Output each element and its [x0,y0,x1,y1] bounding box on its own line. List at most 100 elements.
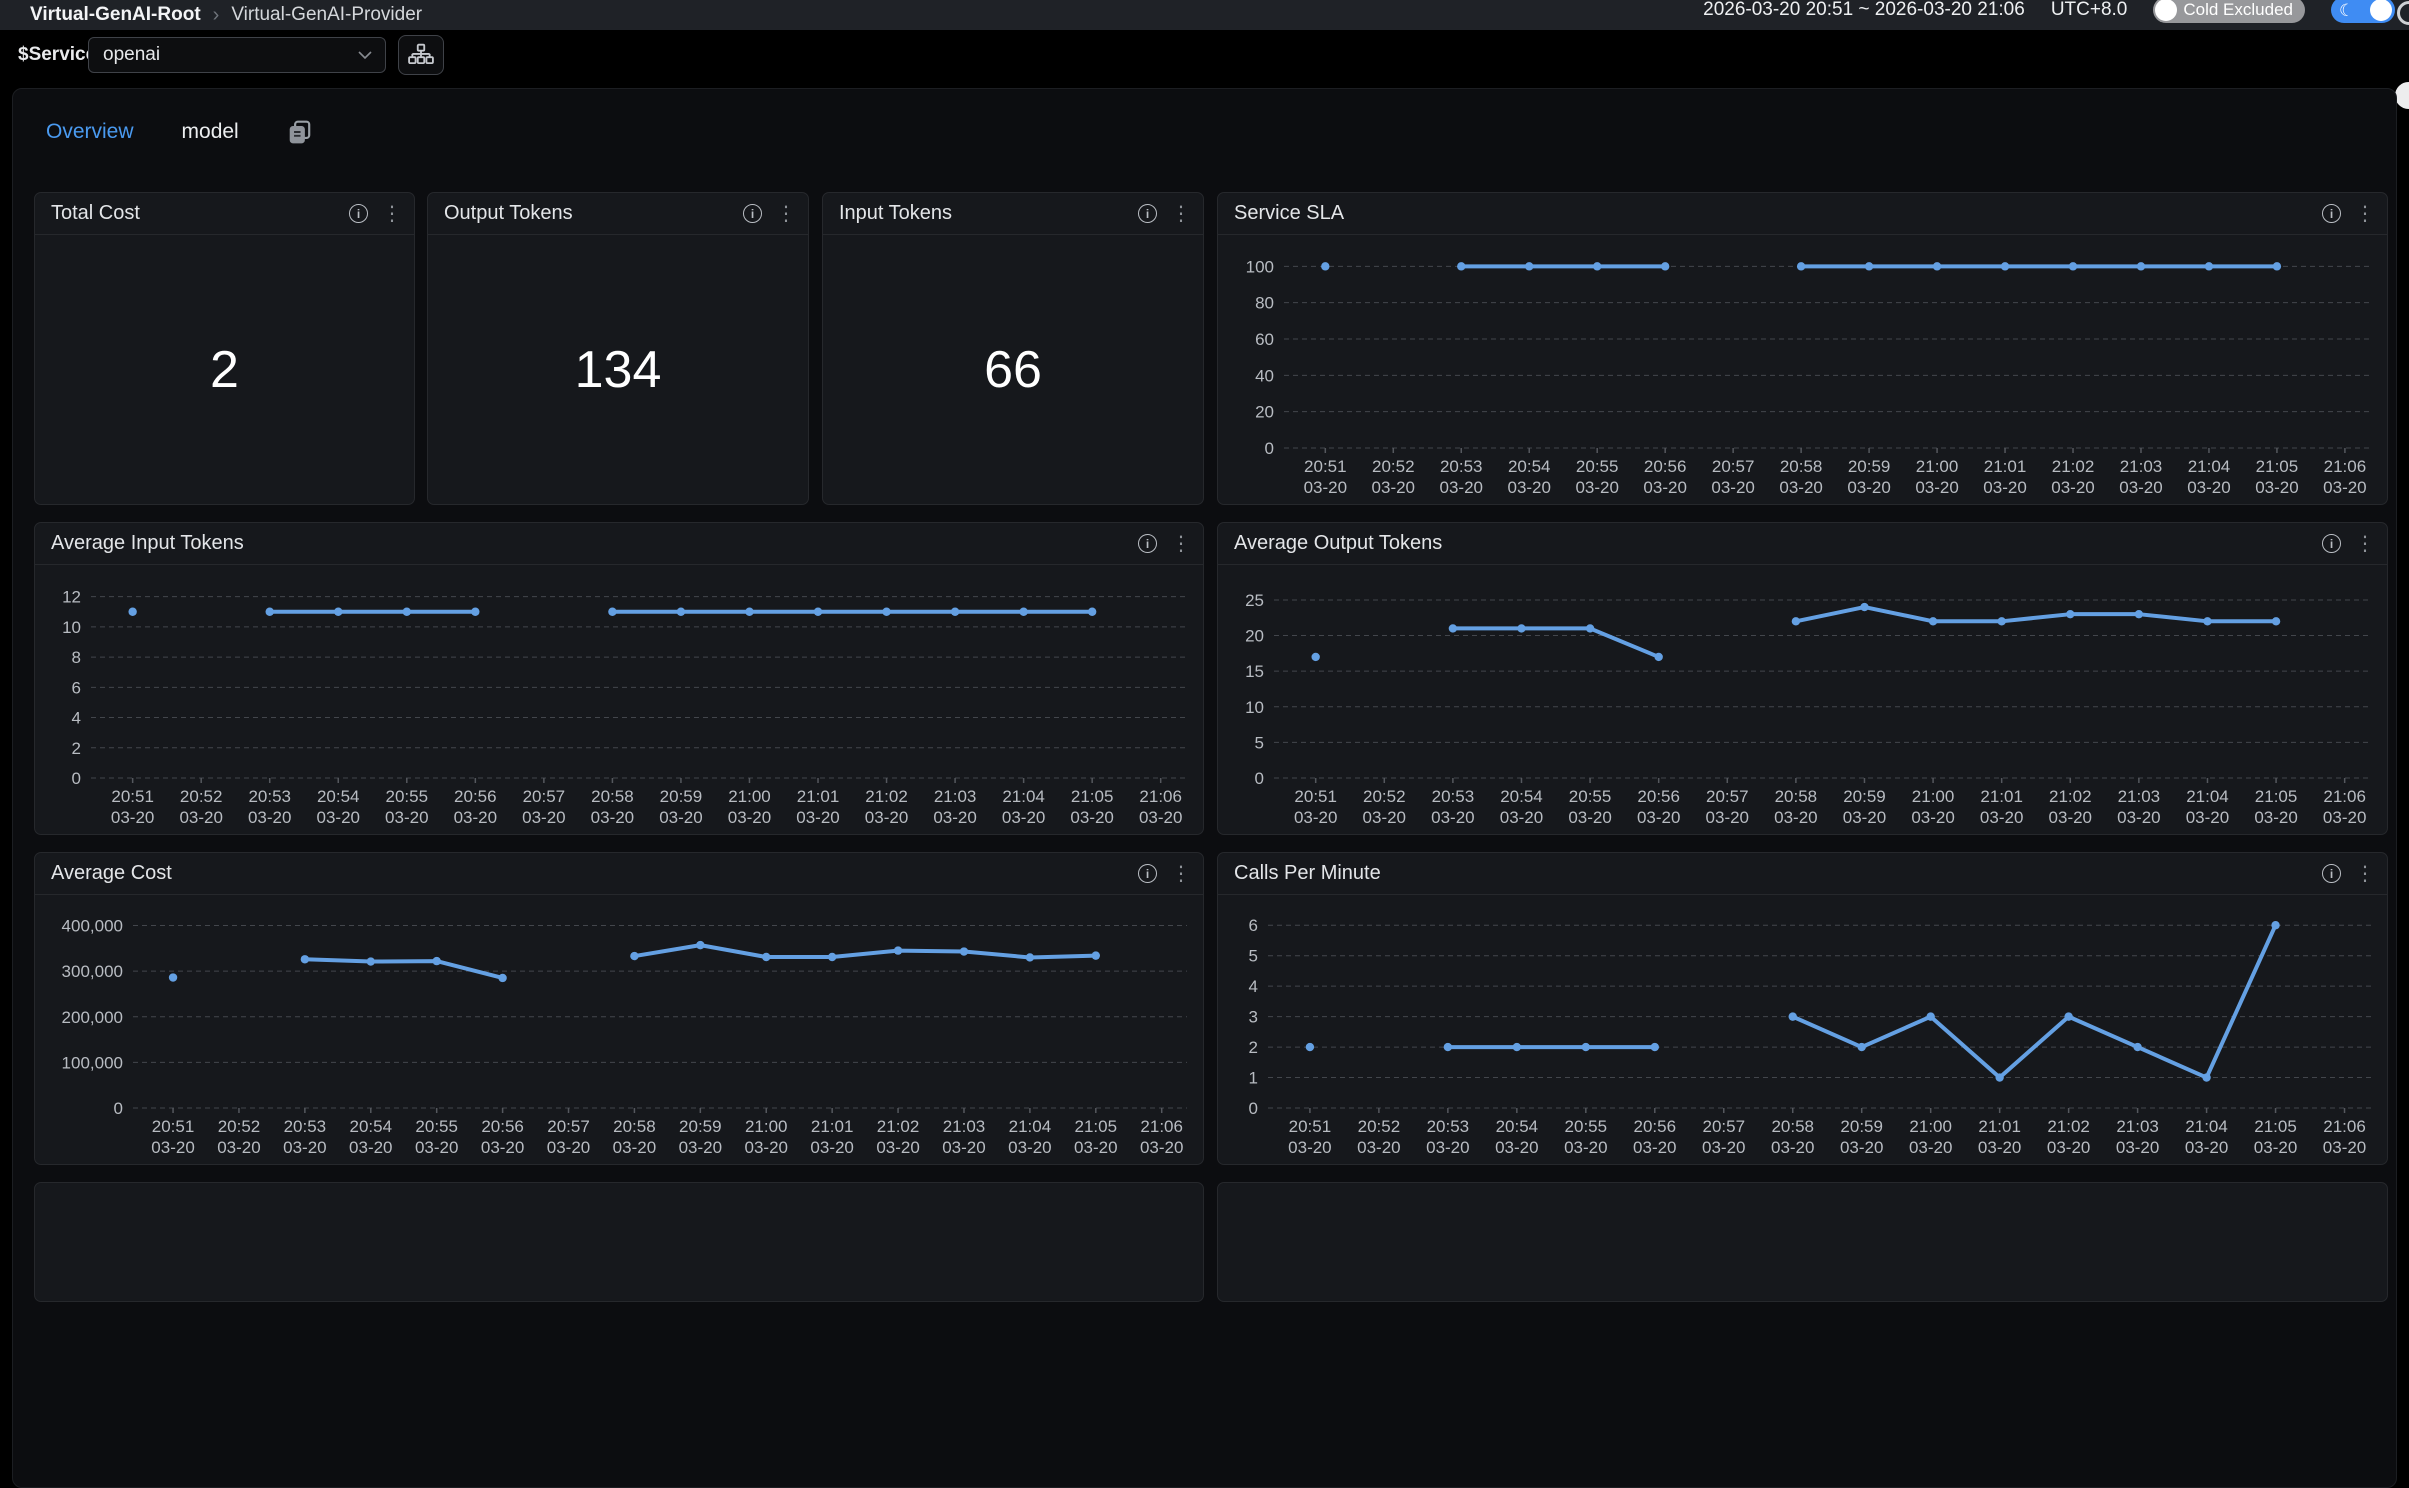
kebab-menu-icon[interactable]: ⋮ [1171,202,1191,225]
kebab-menu-icon[interactable]: ⋮ [2355,202,2375,225]
info-icon[interactable]: i [743,204,762,223]
svg-text:03-20: 03-20 [728,808,771,827]
breadcrumb-root[interactable]: Virtual-GenAI-Root [30,4,201,25]
kebab-menu-icon[interactable]: ⋮ [2355,532,2375,555]
svg-text:6: 6 [72,678,81,697]
info-icon[interactable]: i [2322,204,2341,223]
svg-text:03-20: 03-20 [1779,478,1822,497]
svg-text:03-20: 03-20 [1304,478,1347,497]
svg-text:20:55: 20:55 [1565,1117,1608,1136]
svg-text:03-20: 03-20 [1915,478,1958,497]
svg-text:03-20: 03-20 [613,1138,656,1157]
toggle-knob [2155,0,2178,21]
svg-text:03-20: 03-20 [385,808,428,827]
info-icon[interactable]: i [1138,534,1157,553]
copy-dashboard-icon[interactable] [287,119,313,145]
svg-text:21:04: 21:04 [1002,787,1045,806]
svg-text:200,000: 200,000 [62,1008,123,1027]
svg-text:21:01: 21:01 [811,1117,854,1136]
svg-text:20:57: 20:57 [1712,457,1755,476]
svg-text:03-20: 03-20 [2254,808,2297,827]
service-sla-chart[interactable]: 0 20 40 60 80 100 20:51 03-20 20:52 03-20 20:53 03-… [1218,236,2387,504]
svg-text:03-20: 03-20 [810,1138,853,1157]
svg-text:21:06: 21:06 [1139,787,1182,806]
svg-text:3: 3 [1249,1008,1258,1027]
edge-partial-button[interactable] [2395,82,2409,109]
svg-text:21:02: 21:02 [2049,787,2092,806]
dark-mode-toggle[interactable]: ☾ [2331,0,2395,23]
svg-text:03-20: 03-20 [415,1138,458,1157]
svg-text:20:59: 20:59 [1843,787,1886,806]
topology-button[interactable] [398,35,444,75]
tab-overview[interactable]: Overview [46,120,134,143]
panel-average-input-tokens: Average Input Tokens i ⋮ 0 2 4 6 8 10 12 20:51 0… [34,522,1204,835]
average-input-tokens-chart[interactable]: 0 2 4 6 8 10 12 20:51 03-20 20:52 03-20 20:53 03-20 2… [35,566,1203,834]
calls-per-minute-chart[interactable]: 0 1 2 3 4 5 6 20:51 03-20 20:52 03-20 20:53 03-20 20:… [1218,896,2387,1164]
svg-text:03-20: 03-20 [1711,478,1754,497]
svg-text:20:57: 20:57 [1702,1117,1745,1136]
svg-text:6: 6 [1249,916,1258,935]
svg-text:21:02: 21:02 [2052,457,2095,476]
svg-text:21:04: 21:04 [2185,1117,2228,1136]
svg-text:03-20: 03-20 [2187,478,2230,497]
svg-text:20:55: 20:55 [1576,457,1619,476]
svg-text:4: 4 [72,709,81,728]
svg-text:5: 5 [1249,947,1258,966]
svg-text:20:53: 20:53 [1432,787,1475,806]
svg-text:21:01: 21:01 [797,787,840,806]
svg-text:03-20: 03-20 [1633,1138,1676,1157]
svg-text:20:52: 20:52 [1358,1117,1401,1136]
breadcrumb-separator-icon: › [212,3,220,26]
svg-text:21:03: 21:03 [943,1117,986,1136]
timezone[interactable]: UTC+8.0 [2050,0,2128,20]
average-cost-chart[interactable]: 0 100,000 200,000 300,000 400,000 20:51 03-20 2… [35,896,1203,1164]
svg-text:20:55: 20:55 [386,787,429,806]
svg-text:03-20: 03-20 [1983,478,2026,497]
panel-next-row-stub [34,1182,1204,1302]
time-range[interactable]: 2026-03-20 20:51 ~ 2026-03-20 21:06 [1703,0,2025,20]
tab-model[interactable]: model [181,120,239,143]
svg-text:03-20: 03-20 [2117,808,2160,827]
service-select[interactable]: openai [88,37,386,73]
panel-service-sla: Service SLA i ⋮ 0 20 40 60 80 100 20:51 03-20 20… [1217,192,2388,505]
kebab-menu-icon[interactable]: ⋮ [1171,862,1191,885]
info-icon[interactable]: i [2322,534,2341,553]
svg-text:20:54: 20:54 [1496,1117,1539,1136]
service-select-value: openai [103,44,161,65]
svg-text:20:54: 20:54 [317,787,360,806]
svg-text:21:05: 21:05 [1075,1117,1118,1136]
kebab-menu-icon[interactable]: ⋮ [2355,862,2375,885]
svg-text:21:04: 21:04 [1009,1117,1052,1136]
svg-text:5: 5 [1255,733,1264,752]
svg-text:21:05: 21:05 [1071,787,1114,806]
svg-text:20:56: 20:56 [481,1117,524,1136]
cold-excluded-toggle[interactable]: Cold Excluded [2153,0,2305,23]
topbar-controls: 2026-03-20 20:51 ~ 2026-03-20 21:06 UTC+… [1703,0,2395,23]
svg-text:03-20: 03-20 [1008,1138,1051,1157]
svg-text:21:02: 21:02 [865,787,908,806]
kebab-menu-icon[interactable]: ⋮ [776,202,796,225]
panel-header: Total Cost i ⋮ [35,193,414,235]
info-icon[interactable]: i [1138,864,1157,883]
info-icon[interactable]: i [2322,864,2341,883]
svg-text:03-20: 03-20 [1637,808,1680,827]
info-icon[interactable]: i [1138,204,1157,223]
svg-text:03-20: 03-20 [1774,808,1817,827]
average-output-tokens-chart[interactable]: 0 5 10 15 20 25 20:51 03-20 20:52 03-20 20:53 03-20… [1218,566,2387,834]
kebab-menu-icon[interactable]: ⋮ [382,202,402,225]
svg-text:03-20: 03-20 [2049,808,2092,827]
panel-header: Average Cost i ⋮ [35,853,1203,895]
info-icon[interactable]: i [349,204,368,223]
svg-text:03-20: 03-20 [1140,1138,1183,1157]
svg-text:40: 40 [1255,366,1274,385]
svg-text:20:57: 20:57 [547,1117,590,1136]
kebab-menu-icon[interactable]: ⋮ [1171,532,1191,555]
panel-header: Output Tokens i ⋮ [428,193,808,235]
svg-text:21:03: 21:03 [934,787,977,806]
svg-text:20:55: 20:55 [1569,787,1612,806]
svg-text:21:01: 21:01 [1984,457,2027,476]
stat-value: 2 [210,340,239,399]
svg-text:03-20: 03-20 [2323,808,2366,827]
edge-partial-button[interactable] [2397,1,2409,25]
svg-text:20:52: 20:52 [218,1117,261,1136]
